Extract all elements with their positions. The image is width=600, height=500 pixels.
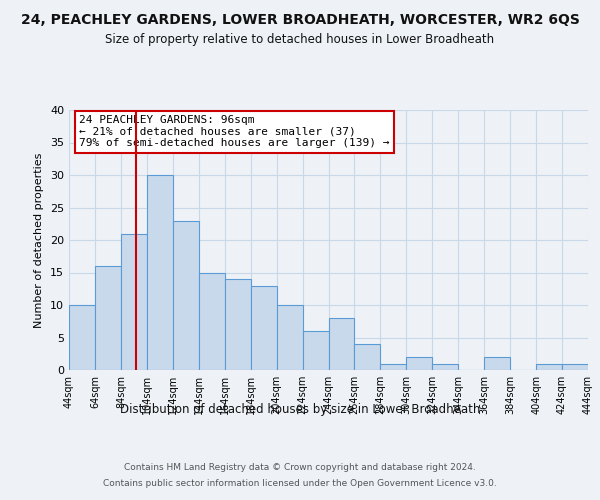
Bar <box>433 364 458 370</box>
Text: 24, PEACHLEY GARDENS, LOWER BROADHEATH, WORCESTER, WR2 6QS: 24, PEACHLEY GARDENS, LOWER BROADHEATH, … <box>20 12 580 26</box>
Y-axis label: Number of detached properties: Number of detached properties <box>34 152 44 328</box>
Text: Contains HM Land Registry data © Crown copyright and database right 2024.: Contains HM Land Registry data © Crown c… <box>124 464 476 472</box>
Bar <box>69 305 95 370</box>
Bar <box>355 344 380 370</box>
Text: Size of property relative to detached houses in Lower Broadheath: Size of property relative to detached ho… <box>106 32 494 46</box>
Bar <box>251 286 277 370</box>
Bar <box>536 364 562 370</box>
Bar <box>484 357 510 370</box>
Bar <box>406 357 432 370</box>
Bar <box>277 305 302 370</box>
Bar <box>380 364 406 370</box>
Bar <box>329 318 355 370</box>
Bar <box>562 364 588 370</box>
Bar <box>147 175 173 370</box>
Bar <box>121 234 147 370</box>
Bar <box>173 220 199 370</box>
Text: Distribution of detached houses by size in Lower Broadheath: Distribution of detached houses by size … <box>120 402 480 415</box>
Bar <box>95 266 121 370</box>
Bar <box>199 272 224 370</box>
Bar <box>225 279 251 370</box>
Bar <box>302 331 329 370</box>
Text: Contains public sector information licensed under the Open Government Licence v3: Contains public sector information licen… <box>103 478 497 488</box>
Text: 24 PEACHLEY GARDENS: 96sqm
← 21% of detached houses are smaller (37)
79% of semi: 24 PEACHLEY GARDENS: 96sqm ← 21% of deta… <box>79 115 390 148</box>
